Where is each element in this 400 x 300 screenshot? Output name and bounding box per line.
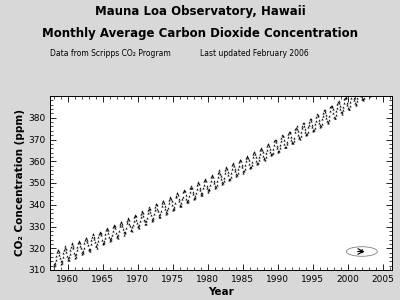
Text: Mauna Loa Observatory, Hawaii: Mauna Loa Observatory, Hawaii <box>95 4 305 17</box>
Text: Last updated February 2006: Last updated February 2006 <box>200 50 309 58</box>
Text: Data from Scripps CO₂ Program: Data from Scripps CO₂ Program <box>50 50 171 58</box>
X-axis label: Year: Year <box>208 286 234 297</box>
Text: Monthly Average Carbon Dioxide Concentration: Monthly Average Carbon Dioxide Concentra… <box>42 27 358 40</box>
Y-axis label: CO₂ Concentration (ppm): CO₂ Concentration (ppm) <box>15 110 25 256</box>
